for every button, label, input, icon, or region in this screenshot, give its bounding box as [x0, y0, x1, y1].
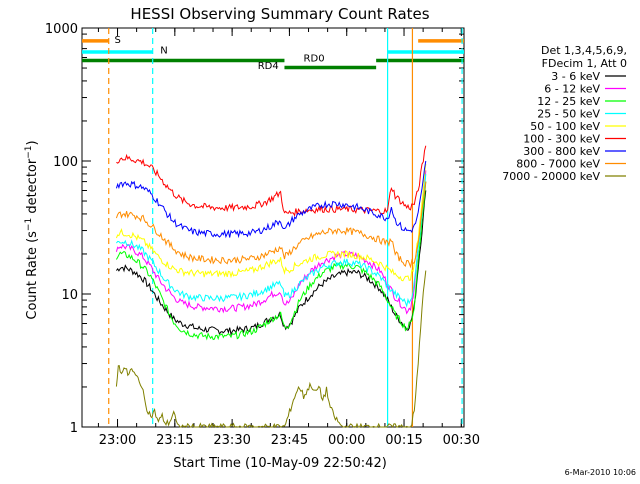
flag-label: RD4: [258, 61, 279, 72]
flag-label: RD0: [304, 54, 325, 65]
legend-entry: 3 - 6 keV: [551, 70, 600, 83]
legend-header: FDecim 1, Att 0: [542, 57, 627, 70]
y-axis: 1 10 100 1000: [45, 22, 464, 436]
series-line: [115, 181, 427, 269]
legend-entry: 100 - 300 keV: [523, 133, 600, 146]
y-axis-label-sup: −1: [24, 218, 34, 231]
y-axis-label-sup2: −1: [24, 145, 34, 158]
legend-entry: 12 - 25 keV: [537, 95, 600, 108]
y-axis-label-mid: detector: [25, 158, 40, 218]
legend-entry: 6 - 12 keV: [544, 83, 600, 96]
series-line: [115, 160, 427, 239]
series-line: [116, 173, 427, 308]
y-axis-label: Count Rate (s−1 detector−1): [24, 140, 40, 319]
series-line: [115, 181, 427, 341]
attenuator-lines: [108, 28, 463, 427]
chart-title: HESSI Observing Summary Count Rates: [130, 5, 429, 23]
x-axis: 23:00 23:15 23:30 23:45 00:00 00:15 00:30: [97, 28, 480, 448]
legend-entry: 7000 - 20000 keV: [502, 170, 600, 183]
legend: Det 1,3,4,5,6,9,FDecim 1, Att 03 - 6 keV…: [502, 44, 627, 183]
annotations: S N RD0 RD4: [114, 35, 324, 72]
x-tick-label: 00:15: [385, 433, 422, 448]
x-axis-label: Start Time (10-May-09 22:50:42): [173, 456, 387, 471]
x-tick-label: 23:00: [99, 433, 136, 448]
series-line: [115, 163, 427, 282]
y-axis-label-end: ): [25, 140, 40, 145]
x-tick-label: 23:45: [271, 433, 308, 448]
footer-date: 6-Mar-2010 10:06: [565, 468, 636, 477]
legend-entry: 25 - 50 keV: [537, 108, 600, 121]
y-axis-label-main: Count Rate (s: [25, 231, 40, 320]
series-line: [115, 170, 427, 315]
series-line: [115, 270, 427, 429]
flag-label: S: [114, 35, 120, 46]
y-tick-label: 1: [70, 421, 78, 436]
x-tick-label: 23:15: [156, 433, 193, 448]
x-tick-label: 00:00: [328, 433, 365, 448]
x-tick-label: 00:30: [443, 433, 480, 448]
y-tick-label: 100: [53, 155, 78, 170]
x-tick-label: 23:30: [213, 433, 250, 448]
legend-entry: 800 - 7000 keV: [516, 158, 600, 171]
flag-bars: [82, 39, 464, 70]
legend-entry: 300 - 800 keV: [523, 145, 600, 158]
series-lines: [115, 145, 427, 429]
plot-frame: [81, 27, 465, 428]
plot-area: [81, 27, 465, 428]
legend-header: Det 1,3,4,5,6,9,: [541, 44, 627, 57]
series-line: [116, 145, 427, 218]
y-tick-label: 1000: [45, 22, 78, 37]
flag-label: N: [160, 45, 167, 56]
legend-entry: 50 - 100 keV: [530, 120, 600, 133]
y-tick-label: 10: [61, 288, 78, 303]
